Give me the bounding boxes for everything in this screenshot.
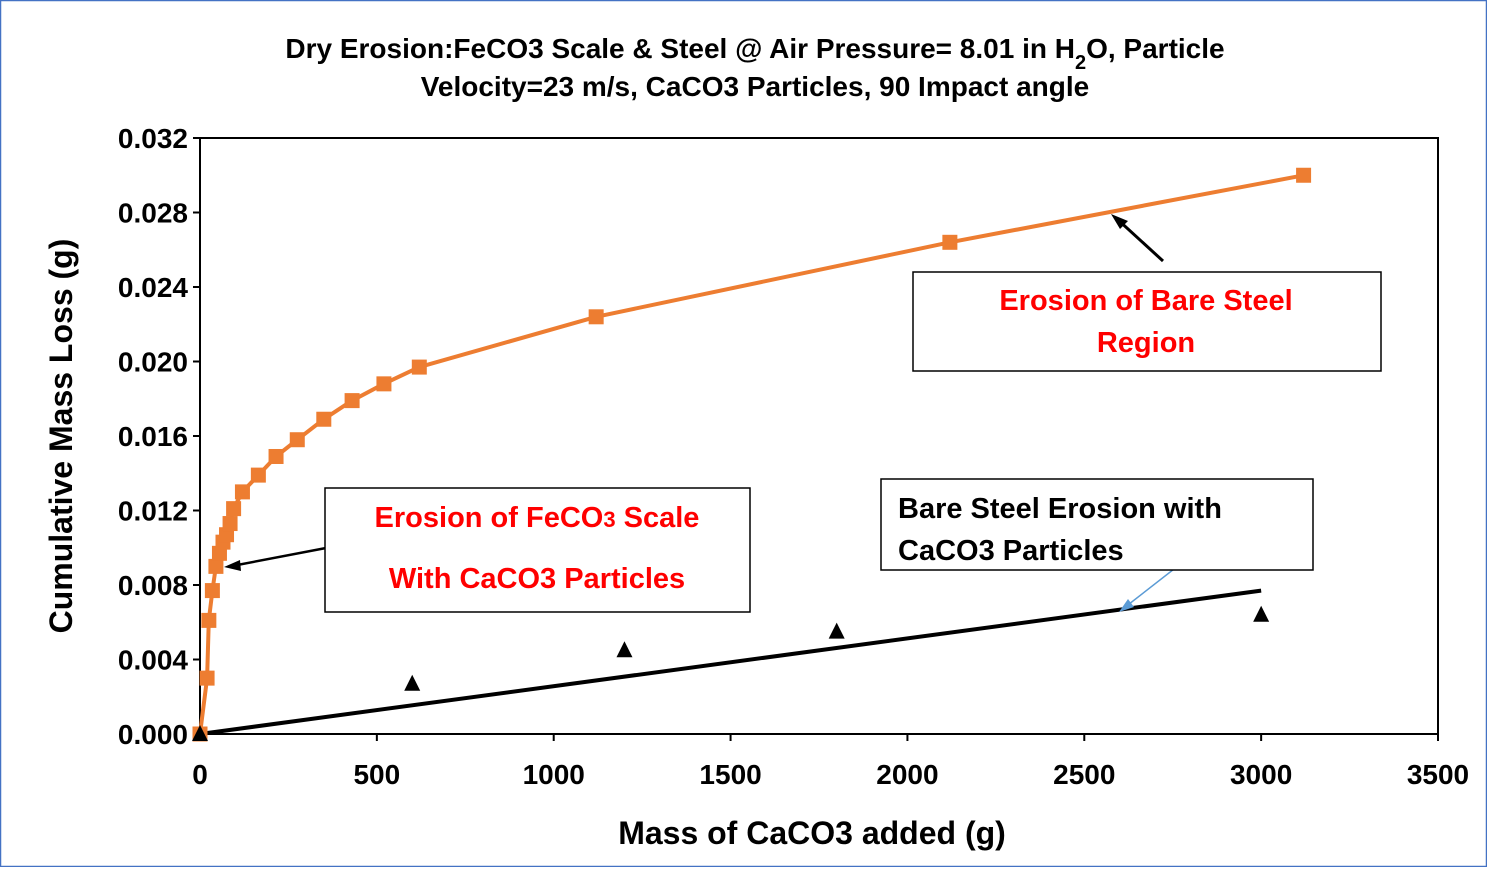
callout-line: CaCO3 Particles (898, 535, 1124, 567)
x-tick-label: 3500 (1407, 759, 1469, 790)
arrowhead-feco3-scale (224, 560, 241, 571)
y-tick-label: 0.028 (118, 198, 188, 229)
chart-title-line-part: 2 (1075, 52, 1086, 74)
y-axis-label: Cumulative Mass Loss (g) (43, 239, 79, 634)
x-tick-label: 3000 (1230, 759, 1292, 790)
y-tick-label: 0.004 (118, 645, 188, 676)
callout-box-bare-steel-particles (880, 478, 1314, 571)
arrowhead-bare-steel-particles (1119, 599, 1134, 612)
callout-line-part: Region (1097, 327, 1195, 359)
series-feco3-point (376, 376, 392, 392)
y-tick-label: 0.012 (118, 496, 188, 527)
callout-line-part: Erosion of Bare Steel (999, 285, 1292, 317)
series-bare-steel-point (828, 622, 845, 639)
plot-area (199, 137, 1439, 735)
series-bare-steel-point (404, 674, 421, 691)
chart-title-line-part: Velocity=23 m/s, CaCO3 Particles, 90 Imp… (421, 71, 1089, 102)
callouts: Erosion of Bare Steel Region Erosion of F… (224, 214, 1382, 613)
callout-line: Erosion of FeCO3 Scale (375, 502, 700, 534)
series-feco3-point (250, 467, 266, 483)
series-feco3-point (588, 309, 604, 325)
callout-box-bare-steel-region (912, 271, 1382, 372)
x-tick-label: 1500 (699, 759, 761, 790)
chart-title-line-part: Dry Erosion:FeCO3 Scale & Steel @ Air Pr… (285, 33, 1075, 64)
y-tick-label: 0.008 (118, 570, 188, 601)
y-tick-label: 0.032 (118, 123, 188, 154)
callout-line: Erosion of Bare Steel (999, 285, 1292, 317)
callout-line: Bare Steel Erosion with (898, 493, 1222, 525)
y-tick-label: 0.024 (118, 272, 188, 303)
arrow-bare-steel-region (1114, 216, 1165, 263)
series-layer (192, 167, 1312, 742)
callout-line-part: Scale (616, 502, 700, 534)
trendline-bare-steel (199, 588, 1262, 736)
arrowhead-bare-steel-region (1111, 214, 1128, 229)
series-feco3-point (208, 558, 224, 574)
x-axis-label: Mass of CaCO3 added (g) (618, 815, 1006, 851)
y-tick-label: 0.016 (118, 421, 188, 452)
chart-title: Dry Erosion:FeCO3 Scale & Steel @ Air Pr… (285, 33, 1224, 102)
callout-line-part: CaCO3 Particles (898, 535, 1124, 567)
callout-line-part: With CaCO3 Particles (389, 563, 685, 595)
series-feco3-point (199, 670, 215, 686)
series-feco3-point (268, 448, 284, 464)
series-feco3-point (289, 432, 305, 448)
series-feco3-point (344, 393, 360, 409)
x-tick-label: 1000 (523, 759, 585, 790)
x-tick-label: 2500 (1053, 759, 1115, 790)
x-tick-label: 0 (192, 759, 208, 790)
series-feco3-point (226, 501, 242, 517)
series-bare-steel-point (616, 641, 633, 658)
series-feco3-point (222, 516, 238, 532)
callout-text-bare-steel-region: Erosion of Bare Steel Region (999, 285, 1292, 359)
series-bare-steel-point (1253, 605, 1270, 622)
callout-line-part: Erosion of FeCO (375, 502, 604, 534)
callout-box-feco3-scale (324, 487, 751, 613)
callout-line: Region (1097, 327, 1195, 359)
series-feco3-point (316, 411, 332, 427)
x-tick-label: 2000 (876, 759, 938, 790)
arrow-feco3-scale (231, 546, 327, 568)
series-feco3-point (201, 612, 217, 628)
y-axis-ticks: 0.000 0.004 0.008 0.012 0.016 0.020 0.024 0.028… (118, 123, 200, 750)
y-tick-label: 0.000 (118, 719, 188, 750)
series-feco3-point (411, 359, 427, 375)
callout-line-part: Bare Steel Erosion with (898, 493, 1222, 525)
chart-title-line: Dry Erosion:FeCO3 Scale & Steel @ Air Pr… (285, 33, 1224, 74)
series-feco3-point (942, 234, 958, 250)
series-bare-steel-point (192, 725, 208, 741)
series-feco3-point (1296, 167, 1312, 183)
callout-text-bare-steel-particles: Bare Steel Erosion with CaCO3 Particles (898, 493, 1222, 567)
chart-title-line-part: O, Particle (1086, 33, 1225, 64)
series-feco3-point (234, 484, 250, 500)
callout-text-feco3-scale: Erosion of FeCO3 Scale With CaCO3 Particl… (375, 502, 700, 595)
callout-line-part: 3 (603, 507, 615, 532)
y-tick-label: 0.020 (118, 347, 188, 378)
callout-line: With CaCO3 Particles (389, 563, 685, 595)
chart-title-line: Velocity=23 m/s, CaCO3 Particles, 90 Imp… (421, 71, 1089, 102)
series-feco3-point (204, 583, 220, 599)
x-tick-label: 500 (353, 759, 400, 790)
